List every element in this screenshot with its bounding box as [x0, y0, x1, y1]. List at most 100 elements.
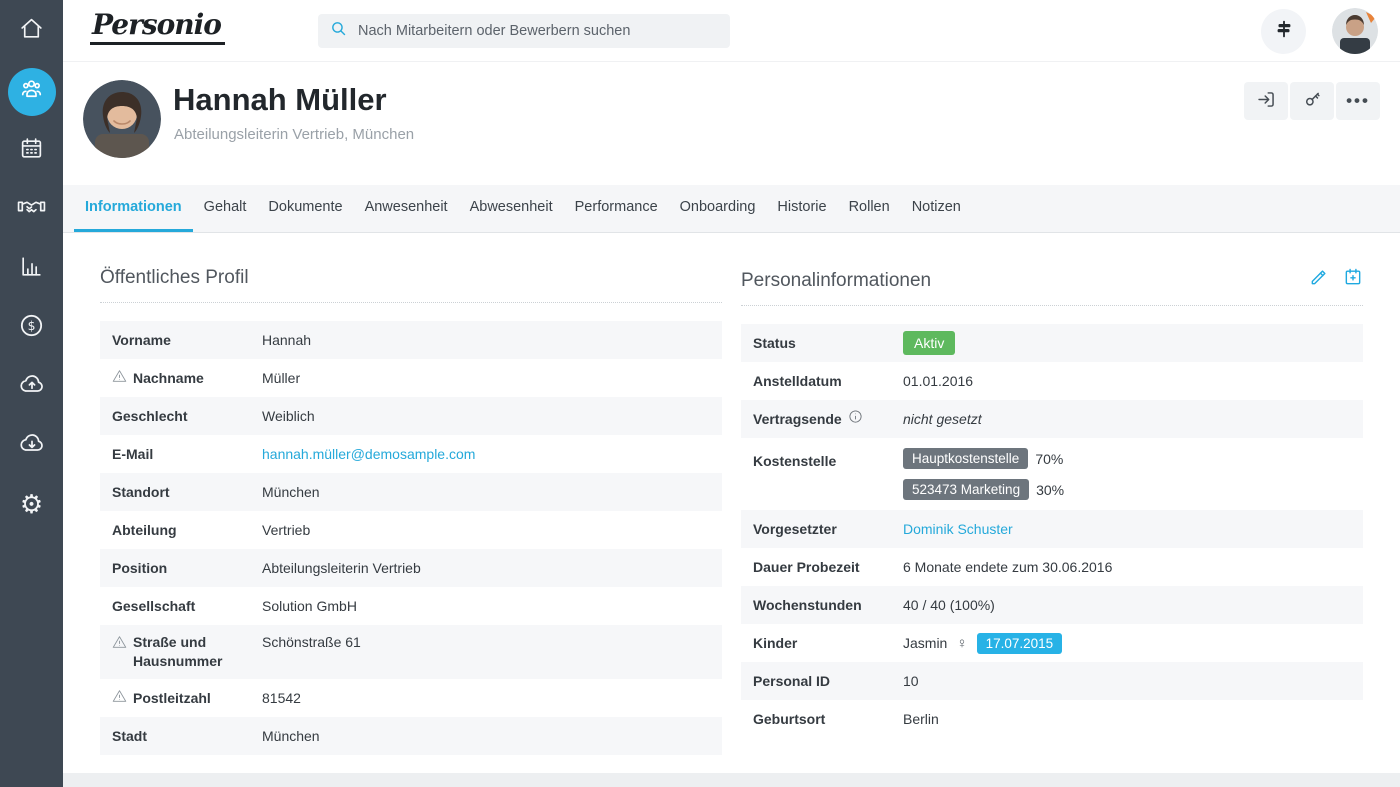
row-value: Abteilungsleiterin Vertrieb	[262, 560, 421, 576]
footer-strip	[63, 773, 1400, 787]
home-icon	[19, 16, 44, 46]
svg-text:$: $	[28, 319, 36, 333]
global-search[interactable]	[318, 14, 730, 48]
login-arrow-icon	[1256, 89, 1277, 113]
table-row: Wochenstunden 40 / 40 (100%)	[741, 586, 1363, 624]
profile-actions: •••	[1244, 82, 1380, 120]
row-label: Nachname	[112, 369, 262, 388]
sidebar-item-recruiting[interactable]	[0, 180, 63, 239]
row-label: Postleitzahl	[112, 689, 262, 708]
profile-tabbar: Informationen Gehalt Dokumente Anwesenhe…	[63, 185, 1400, 233]
sidebar-item-home[interactable]	[0, 0, 63, 62]
personal-info-section: Personalinformationen Status Aktiv	[741, 267, 1363, 755]
female-gender-icon: ♀	[956, 634, 968, 652]
active-nav-bubble	[7, 67, 56, 116]
edit-pencil-icon[interactable]	[1309, 267, 1329, 292]
table-row: Stadt München	[100, 717, 722, 755]
calendar-icon	[19, 136, 44, 166]
search-input[interactable]	[358, 23, 698, 39]
email-link[interactable]: hannah.müller@demosample.com	[262, 446, 476, 462]
row-value: Weiblich	[262, 408, 315, 424]
sidebar-item-reports[interactable]	[0, 239, 63, 298]
cloud-download-icon	[18, 431, 46, 460]
profile-content: Öffentliches Profil Vorname Hannah Nachn…	[63, 233, 1400, 755]
topbar: Personio	[63, 0, 1400, 62]
key-icon	[1302, 89, 1323, 113]
child-name: Jasmin	[903, 635, 948, 651]
row-label: Vertragsende	[753, 409, 903, 429]
sidebar-item-settings[interactable]: ⚙	[0, 475, 63, 534]
tab-anwesenheit[interactable]: Anwesenheit	[364, 199, 448, 215]
warning-icon	[112, 689, 127, 708]
row-value: Solution GmbH	[262, 598, 357, 614]
search-icon	[330, 20, 347, 42]
table-row: Geschlecht Weiblich	[100, 397, 722, 435]
table-row: Postleitzahl 81542	[100, 679, 722, 717]
tab-gehalt[interactable]: Gehalt	[203, 199, 247, 215]
row-value: Berlin	[903, 711, 939, 727]
row-label: Geschlecht	[112, 407, 188, 424]
gear-icon: ⚙	[19, 489, 44, 520]
password-button[interactable]	[1290, 82, 1334, 120]
status-badge: Aktiv	[903, 331, 956, 355]
more-options-button[interactable]: •••	[1336, 82, 1380, 120]
table-row: Status Aktiv	[741, 324, 1363, 362]
row-value: München	[262, 728, 320, 744]
child-birthdate-badge[interactable]: 17.07.2015	[976, 632, 1063, 654]
table-row: Abteilung Vertrieb	[100, 511, 722, 549]
sidebar: $ ⚙	[0, 0, 63, 787]
personal-info-rows: Status Aktiv Anstelldatum 01.01.2016 Ver…	[741, 324, 1363, 738]
sidebar-item-payroll[interactable]: $	[0, 298, 63, 357]
table-row: Position Abteilungsleiterin Vertrieb	[100, 549, 722, 587]
warning-icon	[112, 369, 127, 388]
current-user-avatar[interactable]	[1332, 8, 1378, 54]
tab-performance[interactable]: Performance	[574, 199, 658, 215]
handshake-icon	[17, 196, 46, 223]
tab-dokumente[interactable]: Dokumente	[268, 199, 343, 215]
table-row: Straße und Hausnummer Schönstraße 61	[100, 625, 722, 679]
table-row: E-Mail hannah.müller@demosample.com	[100, 435, 722, 473]
row-label: Standort	[112, 483, 170, 500]
personio-logo[interactable]: Personio	[90, 8, 225, 45]
tab-rollen[interactable]: Rollen	[848, 199, 890, 215]
tab-historie[interactable]: Historie	[777, 199, 827, 215]
row-label: Status	[753, 334, 796, 351]
table-row: Personal ID 10	[741, 662, 1363, 700]
row-label: Gesellschaft	[112, 597, 196, 614]
employee-avatar	[83, 80, 161, 158]
warning-icon	[112, 635, 127, 654]
row-value: 10	[903, 673, 919, 689]
row-label: Kinder	[753, 634, 798, 651]
table-row: Vertragsende nicht gesetzt	[741, 400, 1363, 438]
tab-abwesenheit[interactable]: Abwesenheit	[469, 199, 553, 215]
cloud-upload-icon	[18, 372, 46, 401]
row-label: Stadt	[112, 727, 147, 744]
sidebar-item-export[interactable]	[0, 416, 63, 475]
impersonate-button[interactable]	[1244, 82, 1288, 120]
sidebar-item-employees[interactable]	[0, 62, 63, 121]
tab-informationen[interactable]: Informationen	[74, 185, 193, 232]
table-row: Vorgesetzter Dominik Schuster	[741, 510, 1363, 548]
cost-center-badge: 523473 Marketing	[903, 479, 1030, 500]
table-row: Anstelldatum 01.01.2016	[741, 362, 1363, 400]
personal-info-title: Personalinformationen	[741, 270, 932, 291]
row-label: Vorgesetzter	[753, 520, 837, 537]
row-value: 6 Monate endete zum 30.06.2016	[903, 559, 1113, 575]
bar-chart-icon	[19, 254, 44, 284]
whats-new-button[interactable]	[1261, 8, 1306, 54]
row-value: Vertrieb	[262, 522, 311, 538]
table-row: Nachname Müller	[100, 359, 722, 397]
topbar-right	[1261, 8, 1378, 54]
tab-onboarding[interactable]: Onboarding	[679, 199, 756, 215]
sidebar-item-calendar[interactable]	[0, 121, 63, 180]
row-label: Abteilung	[112, 521, 177, 538]
tab-notizen[interactable]: Notizen	[911, 199, 961, 215]
calendar-add-icon[interactable]	[1343, 267, 1363, 292]
employee-name: Hannah Müller	[173, 82, 387, 117]
table-row: Dauer Probezeit 6 Monate endete zum 30.0…	[741, 548, 1363, 586]
row-value: 40 / 40 (100%)	[903, 597, 995, 613]
sidebar-item-import[interactable]	[0, 357, 63, 416]
table-row: Standort München	[100, 473, 722, 511]
info-icon[interactable]	[848, 409, 863, 429]
supervisor-link[interactable]: Dominik Schuster	[903, 521, 1013, 537]
